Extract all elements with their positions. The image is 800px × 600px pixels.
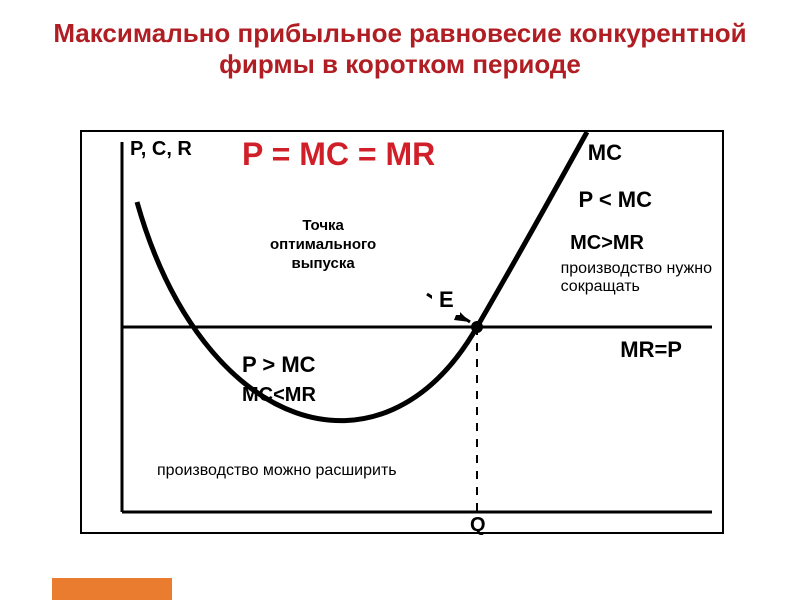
mc-curve (137, 132, 587, 421)
optimal-point-label: Точка оптимального выпуска (270, 217, 376, 273)
x-axis-label: Q (470, 514, 486, 537)
optimal-point-l3: выпуска (270, 255, 376, 274)
left-region-sub: MC<MR (242, 384, 316, 407)
e-point-label: E (439, 287, 454, 313)
equilibrium-point (471, 321, 483, 333)
slide-title: Максимально прибыльное равновесие конкур… (0, 18, 800, 80)
right-region-header: P < MC (578, 187, 652, 213)
optimal-point-l1: Точка (270, 217, 376, 236)
optimal-point-l2: оптимального (270, 236, 376, 255)
slide: Максимально прибыльное равновесие конкур… (0, 0, 800, 600)
equation-label: P = MC = MR (242, 136, 435, 173)
right-region-note-l1: производство нужно (561, 260, 712, 278)
orange-accent-bar (52, 578, 172, 600)
left-region-note: производство можно расширить (157, 462, 397, 480)
left-region-header: P > MC (242, 352, 316, 378)
mc-curve-label: МС (588, 140, 622, 166)
right-region-note: производство нужно сокращать (561, 260, 712, 297)
chart-frame: P, C, R P = MC = MR МС P < MC MC>MR прои… (80, 130, 724, 534)
mr-line-label: MR=P (620, 337, 682, 363)
right-region-note-l2: сокращать (561, 278, 712, 296)
y-axis-label: P, C, R (130, 138, 192, 161)
right-region-sub: MC>MR (570, 232, 644, 255)
